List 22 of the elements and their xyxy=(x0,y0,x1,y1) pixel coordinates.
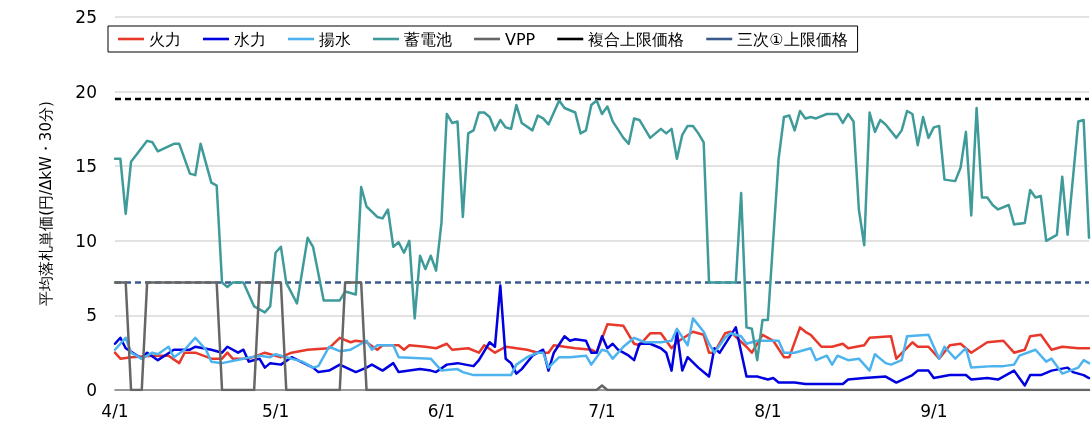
legend-label: 複合上限価格 xyxy=(588,29,685,49)
x-tick-label: 6/1 xyxy=(427,400,456,421)
y-tick-label: 10 xyxy=(75,230,97,251)
y-tick-label: 20 xyxy=(75,81,97,102)
y-tick-label: 15 xyxy=(75,156,97,177)
x-tick-label: 8/1 xyxy=(754,400,782,421)
line-series xyxy=(113,99,1091,362)
x-tick-label: 4/1 xyxy=(101,400,129,421)
x-tick-label: 9/1 xyxy=(920,400,948,421)
line-series xyxy=(113,317,1091,377)
legend-label: 火力 xyxy=(149,29,181,49)
x-tick-label: 5/1 xyxy=(261,400,290,421)
legend-label: 揚水 xyxy=(319,29,351,49)
y-tick-label: 0 xyxy=(86,380,97,400)
legend-label: VPP xyxy=(505,29,536,49)
y-tick-label: 25 xyxy=(75,7,97,27)
legend-label: 三次①上限価格 xyxy=(737,29,848,49)
legend-label: 水力 xyxy=(234,29,266,49)
y-tick-label: 5 xyxy=(86,305,97,326)
legend-label: 蓄電池 xyxy=(404,29,452,49)
y-axis-title: 平均落札単価(円/ΔkW・30分) xyxy=(36,101,55,306)
x-tick-label: 7/1 xyxy=(588,400,616,421)
